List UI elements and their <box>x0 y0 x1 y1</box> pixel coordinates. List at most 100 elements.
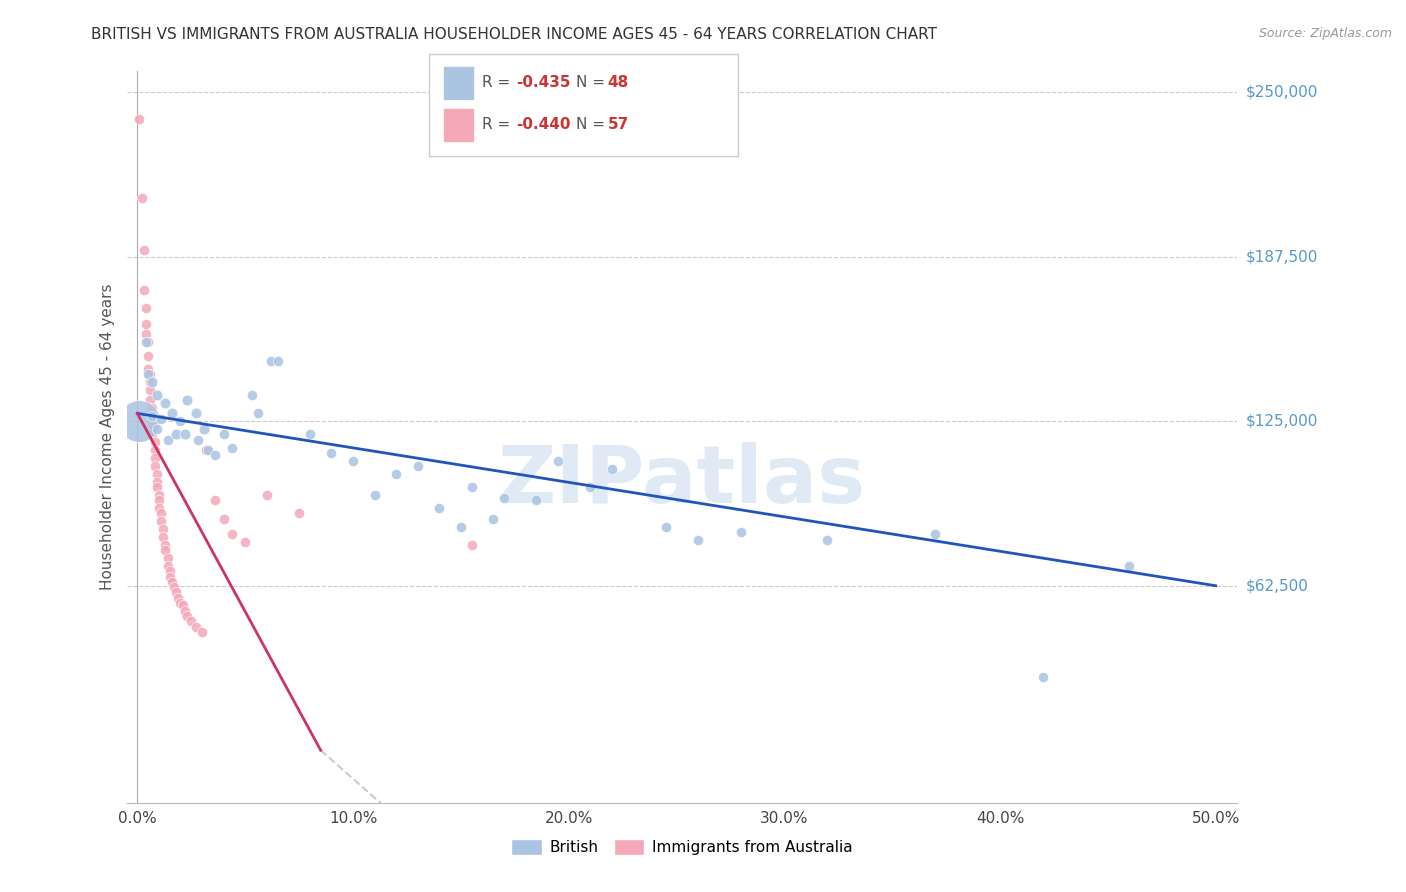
Y-axis label: Householder Income Ages 45 - 64 years: Householder Income Ages 45 - 64 years <box>100 284 115 591</box>
Point <box>135 335 157 350</box>
Point <box>128 414 150 428</box>
Point <box>145 475 167 489</box>
Point <box>266 353 288 368</box>
Point <box>141 427 163 442</box>
Point <box>155 396 177 410</box>
Point <box>143 435 166 450</box>
Text: 48: 48 <box>607 76 628 90</box>
Point <box>141 401 163 416</box>
Point <box>173 604 195 618</box>
Point <box>143 458 166 473</box>
Point <box>139 375 162 389</box>
Point <box>143 451 166 466</box>
Point <box>924 527 946 541</box>
Point <box>176 393 198 408</box>
Text: BRITISH VS IMMIGRANTS FROM AUSTRALIA HOUSEHOLDER INCOME AGES 45 - 64 YEARS CORRE: BRITISH VS IMMIGRANTS FROM AUSTRALIA HOU… <box>91 27 938 42</box>
Text: R =: R = <box>482 76 516 90</box>
Point <box>492 491 515 505</box>
Text: $187,500: $187,500 <box>1246 250 1317 264</box>
Point <box>172 599 194 613</box>
Point <box>482 511 505 525</box>
Point <box>159 569 181 583</box>
Point <box>363 488 385 502</box>
Point <box>169 414 191 428</box>
Point <box>187 433 209 447</box>
Point <box>159 564 181 578</box>
Point <box>152 522 174 536</box>
Point <box>233 535 256 549</box>
Point <box>1118 559 1140 574</box>
Text: R =: R = <box>482 118 516 132</box>
Point <box>212 511 235 525</box>
Point <box>128 112 150 126</box>
Point <box>212 427 235 442</box>
Point <box>240 388 263 402</box>
Point <box>132 244 155 258</box>
Text: $62,500: $62,500 <box>1246 578 1309 593</box>
Point <box>141 409 163 423</box>
Point <box>132 283 155 297</box>
Legend: British, Immigrants from Australia: British, Immigrants from Australia <box>505 833 859 861</box>
Point <box>131 191 153 205</box>
Point <box>730 524 752 539</box>
Text: Source: ZipAtlas.com: Source: ZipAtlas.com <box>1258 27 1392 40</box>
Point <box>136 335 159 350</box>
Point <box>141 409 163 423</box>
Point <box>167 591 190 605</box>
Point <box>145 467 167 481</box>
Point <box>136 361 159 376</box>
Point <box>204 493 226 508</box>
Text: N =: N = <box>576 76 610 90</box>
Point <box>148 493 170 508</box>
Point <box>135 317 157 331</box>
Point <box>165 585 187 599</box>
Point <box>460 538 482 552</box>
Point <box>150 514 173 528</box>
Point <box>150 507 173 521</box>
Text: ZIPatlas: ZIPatlas <box>498 442 866 520</box>
Point <box>460 480 482 494</box>
Point <box>406 458 429 473</box>
Point <box>176 609 198 624</box>
Point <box>204 449 226 463</box>
Point <box>385 467 408 481</box>
Point <box>321 446 343 460</box>
Point <box>288 507 311 521</box>
Point <box>600 461 623 475</box>
Point <box>145 480 167 494</box>
Point <box>155 543 177 558</box>
Point <box>191 624 214 639</box>
Text: $125,000: $125,000 <box>1246 414 1317 429</box>
Point <box>148 488 170 502</box>
Text: N =: N = <box>576 118 610 132</box>
Point <box>197 443 219 458</box>
Point <box>256 488 278 502</box>
Point <box>136 349 159 363</box>
Point <box>427 501 450 516</box>
Point <box>547 454 569 468</box>
Point <box>139 393 162 408</box>
Point <box>688 533 710 547</box>
Point <box>143 443 166 458</box>
Point <box>450 519 472 533</box>
Point <box>165 427 187 442</box>
Point <box>135 301 157 315</box>
Point <box>148 501 170 516</box>
Point <box>156 551 179 566</box>
Point <box>141 417 163 431</box>
Text: -0.440: -0.440 <box>516 118 571 132</box>
Point <box>1032 669 1054 683</box>
Text: $250,000: $250,000 <box>1246 85 1317 100</box>
Point <box>155 538 177 552</box>
Point <box>184 406 207 420</box>
Point <box>160 406 183 420</box>
Point <box>141 375 163 389</box>
Point <box>247 406 270 420</box>
Point <box>152 530 174 544</box>
Point <box>145 388 167 402</box>
Text: -0.435: -0.435 <box>516 76 571 90</box>
Point <box>193 422 215 436</box>
Point <box>342 454 364 468</box>
Point <box>260 353 283 368</box>
Point <box>145 422 167 436</box>
